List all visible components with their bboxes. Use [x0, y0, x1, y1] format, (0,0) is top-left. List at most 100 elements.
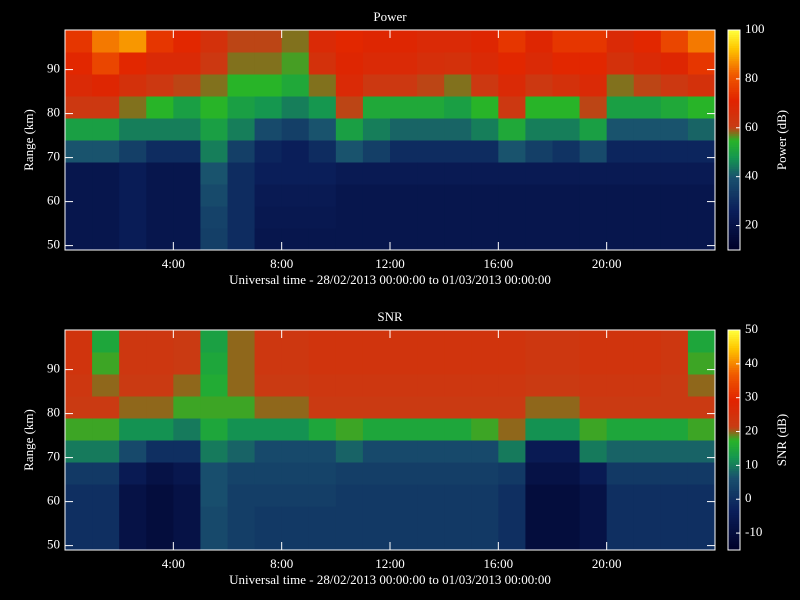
heatmap-cell [579, 484, 608, 507]
heatmap-cell [308, 30, 337, 53]
heatmap-cell [200, 74, 228, 97]
heatmap-cell [362, 440, 391, 463]
heatmap-cell [119, 484, 147, 507]
heatmap-cell [633, 330, 662, 353]
colorbar-swatch [728, 69, 740, 73]
heatmap-cell [660, 330, 689, 353]
heatmap-cell [173, 30, 201, 53]
heatmap-cell [444, 330, 472, 353]
heatmap-cell [579, 140, 608, 163]
heatmap-cell [200, 228, 228, 251]
colorbar-swatch [728, 80, 740, 84]
heatmap-cell [552, 396, 581, 419]
heatmap-cell [254, 374, 283, 397]
colorbar-swatch [728, 426, 740, 430]
colorbar-swatch [728, 345, 740, 349]
colorbar-swatch [728, 462, 740, 465]
heatmap-cell [281, 330, 310, 353]
heatmap-cell [173, 228, 201, 251]
heatmap-cell [173, 374, 201, 397]
heatmap-cell [362, 484, 391, 507]
heatmap-cell [146, 140, 174, 163]
colorbar-swatch [728, 148, 740, 152]
heatmap-cell [606, 118, 635, 141]
heatmap-cell [308, 462, 337, 485]
heatmap-cell [335, 462, 364, 485]
heatmap-cell [119, 96, 147, 119]
colorbar-swatch [728, 429, 740, 432]
colorbar-swatch [728, 177, 740, 181]
colorbar-swatch [728, 129, 740, 132]
heatmap-cell [606, 462, 635, 485]
heatmap-cell [687, 528, 716, 551]
heatmap-cell [119, 374, 147, 397]
colorbar-swatch [728, 435, 740, 439]
heatmap-cell [200, 418, 228, 441]
heatmap-cell [525, 52, 553, 75]
colorbar-tick-label: 10 [745, 456, 758, 471]
heatmap-cell [525, 330, 553, 353]
colorbar-swatch [728, 479, 740, 483]
heatmap-cell [417, 330, 445, 353]
heatmap-cell [119, 52, 147, 75]
heatmap-cell [471, 528, 499, 551]
colorbar-swatch [728, 36, 740, 40]
heatmap-cell [390, 118, 418, 141]
heatmap-cell [173, 118, 201, 141]
heatmap-cell [498, 506, 526, 529]
heatmap-cell [552, 440, 581, 463]
heatmap-cell [173, 462, 201, 485]
colorbar-frame [727, 29, 741, 251]
heatmap-cell [254, 506, 283, 529]
heatmap-cell [146, 52, 174, 75]
heatmap-cell [146, 206, 174, 229]
heatmap-cell [335, 162, 364, 185]
heatmap-cell [335, 228, 364, 251]
colorbar-swatch [728, 192, 740, 196]
heatmap-cell [146, 330, 174, 353]
heatmap-cell [606, 374, 635, 397]
colorbar-frame [727, 329, 741, 551]
y-tick-label: 50 [47, 237, 60, 252]
colorbar-label: SNR (dB) [774, 414, 789, 466]
heatmap-cell [498, 52, 526, 75]
heatmap-cell [417, 206, 445, 229]
heatmap-cell [498, 374, 526, 397]
heatmap-cell [200, 528, 228, 551]
heatmap-cell [633, 162, 662, 185]
heatmap-cell [444, 228, 472, 251]
heatmap-cell [633, 206, 662, 229]
heatmap-cell [444, 162, 472, 185]
heatmap-cell [390, 528, 418, 551]
x-tick-label: 4:00 [162, 256, 185, 271]
heatmap-cell [633, 184, 662, 207]
heatmap-cell [471, 52, 499, 75]
heatmap-cell [633, 140, 662, 163]
colorbar-swatch [728, 365, 740, 368]
heatmap-cell [335, 396, 364, 419]
heatmap-cell [633, 96, 662, 119]
heatmap-cell [471, 96, 499, 119]
colorbar-swatch [728, 422, 740, 426]
heatmap-cell [362, 418, 391, 441]
heatmap-cell [444, 440, 472, 463]
heatmap-cell [227, 162, 256, 185]
heatmap-cell [687, 74, 716, 97]
colorbar-swatch [728, 488, 740, 492]
heatmap-cell [200, 52, 228, 75]
heatmap-cell [92, 140, 120, 163]
colorbar-tick-label: 40 [745, 355, 758, 370]
heatmap-cell [200, 184, 228, 207]
colorbar-swatch [728, 380, 740, 384]
heatmap-cell [606, 162, 635, 185]
heatmap-cell [92, 118, 120, 141]
heatmap-cell [444, 396, 472, 419]
heatmap-cell [417, 118, 445, 141]
heatmap-cell [200, 206, 228, 229]
colorbar-swatch [728, 393, 740, 397]
colorbar-swatch [728, 523, 740, 527]
colorbar-swatch [728, 142, 740, 145]
heatmap-cell [552, 528, 581, 551]
heatmap-cell [444, 184, 472, 207]
y-axis-label: Range (km) [21, 109, 36, 171]
